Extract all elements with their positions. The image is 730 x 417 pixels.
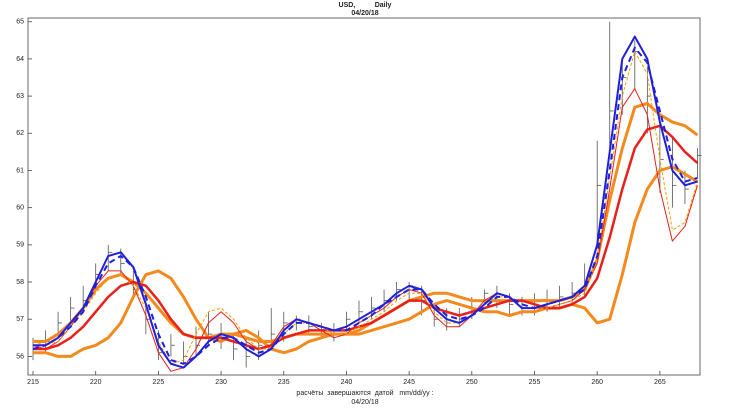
series-line [33,35,698,369]
x-tick-label: 235 [278,379,290,386]
x-axis-date: 04/20/18 [351,399,378,406]
x-tick-label: 245 [403,379,415,386]
x-axis-label: расчёты завершаются датой mm/dd/yy : [296,389,433,397]
series-line [33,102,699,343]
chart-subtitle: 04/20/18 [351,10,378,17]
series-line [32,46,698,365]
y-tick-label: 60 [16,205,24,212]
y-tick-label: 58 [16,279,24,286]
series-line [33,165,699,358]
x-tick-label: 220 [90,379,102,386]
series-line [33,124,699,351]
y-tick-label: 59 [16,242,24,249]
y-tick-label: 63 [16,93,24,100]
x-tick-label: 215 [27,379,39,386]
y-tick-label: 61 [16,167,24,174]
y-tick-label: 57 [16,316,24,323]
y-tick-label: 62 [16,130,24,137]
series-line [32,51,698,365]
y-tick-label: 64 [16,56,24,63]
plot-frame [27,17,701,376]
x-tick-label: 260 [591,379,603,386]
x-tick-label: 230 [215,379,227,386]
x-tick-label: 265 [654,379,666,386]
y-tick-label: 56 [16,353,24,360]
x-tick-label: 255 [529,379,541,386]
x-tick-label: 225 [153,379,165,386]
chart-title: USD, Daily [339,2,392,9]
x-tick-label: 250 [466,379,478,386]
series-line [32,88,698,372]
x-tick-label: 240 [341,379,353,386]
y-tick-label: 65 [16,19,24,26]
